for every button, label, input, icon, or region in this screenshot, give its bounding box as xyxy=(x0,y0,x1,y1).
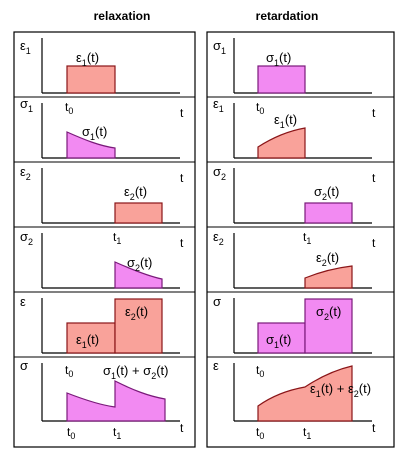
stress-relaxation-area xyxy=(114,261,163,289)
relax-row-stress-1: σ1 t0 t σ1(t) xyxy=(20,96,184,159)
t1-label: t1 xyxy=(113,230,121,246)
relaxation-frame xyxy=(13,31,196,448)
sum-label: ε1(t) + ε2(t) xyxy=(310,381,371,399)
row-symbol: σ xyxy=(213,294,221,309)
t-axis-label: t xyxy=(372,236,376,250)
retardation-panel: σ1 σ1(t) ε1 t0 t ε1(t) σ2 t σ2(t) ε xyxy=(206,31,395,448)
row-symbol: σ2 xyxy=(20,229,33,247)
t-axis-label: t xyxy=(180,106,184,120)
curve-label: σ1(t) xyxy=(266,50,291,68)
row-symbol: ε1 xyxy=(20,38,31,56)
t0-label: t0 xyxy=(65,100,73,116)
retard-row-strain-1: ε1 t0 t ε1(t) xyxy=(213,96,376,159)
stress-step-area xyxy=(304,202,353,224)
retard-row-total-strain: ε t0 t0 t1 t ε1(t) + ε2(t) xyxy=(213,358,376,441)
curve-label: ε2(t) xyxy=(316,250,339,268)
row-symbol: ε2 xyxy=(20,164,31,182)
curve-label: ε1(t) xyxy=(274,112,297,130)
t-axis-label: t xyxy=(180,421,184,435)
t-axis-label: t xyxy=(372,106,376,120)
retard-row-total-stress: σ σ1(t) σ2(t) xyxy=(213,294,372,354)
strain-step-area xyxy=(114,202,163,224)
t1-axis-label: t1 xyxy=(113,425,121,441)
strain-step-area-2 xyxy=(114,298,163,354)
row-symbol: ε2 xyxy=(213,229,224,247)
t-axis-label: t xyxy=(372,421,376,435)
stress-step-area-1 xyxy=(257,322,306,354)
retard-row-stress-1: σ1 σ1(t) xyxy=(213,38,372,94)
t0-axis-label: t0 xyxy=(67,425,75,441)
retard-row-stress-2: σ2 t σ2(t) xyxy=(213,164,376,224)
relax-row-strain-1: ε1 ε1(t) xyxy=(20,38,180,94)
row-symbol: ε1 xyxy=(213,96,224,114)
curve-label-2: σ2(t) xyxy=(316,304,341,322)
relax-row-total-stress: σ t0 t0 t1 t σ1(t) + σ2(t) xyxy=(20,358,184,441)
sum-label: σ1(t) + σ2(t) xyxy=(103,363,169,381)
stress-relaxation-area xyxy=(66,131,116,159)
strain-creep-area xyxy=(257,127,306,159)
t0-label: t0 xyxy=(256,100,264,116)
header-retardation: retardation xyxy=(256,9,319,23)
strain-step-area-1 xyxy=(66,322,116,354)
relax-row-stress-2: σ2 t1 t σ2(t) xyxy=(20,229,184,289)
curve-label: σ2(t) xyxy=(127,255,152,273)
row-symbol: σ xyxy=(20,358,28,373)
relax-row-total-strain: ε ε1(t) ε2(t) xyxy=(20,294,180,354)
t1-label: t1 xyxy=(303,230,311,246)
curve-label-2: ε2(t) xyxy=(125,304,148,322)
strain-creep-area xyxy=(304,265,353,289)
row-symbol: σ1 xyxy=(213,38,226,56)
curve-label-1: ε1(t) xyxy=(76,332,99,350)
row-symbol: ε xyxy=(20,294,26,309)
retard-row-strain-2: ε2 t1 t ε2(t) xyxy=(213,229,376,289)
curve-label: σ2(t) xyxy=(314,184,339,202)
curve-label: σ1(t) xyxy=(82,124,107,142)
retardation-frame xyxy=(206,31,395,448)
t-axis-label: t xyxy=(372,171,376,185)
row-symbol: σ1 xyxy=(20,96,33,114)
row-symbol: σ2 xyxy=(213,164,226,182)
relaxation-panel: ε1 ε1(t) σ1 t0 t σ1(t) ε2 t ε2(t) σ xyxy=(13,31,196,448)
strain-step-area xyxy=(66,65,116,94)
t-axis-label: t xyxy=(180,171,184,185)
row-symbol: ε xyxy=(213,358,219,373)
relax-row-strain-2: ε2 t ε2(t) xyxy=(20,164,184,224)
t0-label: t0 xyxy=(256,363,264,379)
stress-step-area-2 xyxy=(304,298,353,354)
t-axis-label: t xyxy=(180,236,184,250)
curve-label: ε1(t) xyxy=(76,50,99,68)
curve-label: ε2(t) xyxy=(124,184,147,202)
t0-axis-label: t0 xyxy=(256,425,264,441)
stress-step-area xyxy=(257,65,306,94)
combined-stress-area xyxy=(66,380,166,422)
header-relaxation: relaxation xyxy=(94,9,151,23)
curve-label-1: σ1(t) xyxy=(266,332,291,350)
combined-strain-area xyxy=(257,365,353,422)
t0-label: t0 xyxy=(65,363,73,379)
t1-axis-label: t1 xyxy=(303,425,311,441)
